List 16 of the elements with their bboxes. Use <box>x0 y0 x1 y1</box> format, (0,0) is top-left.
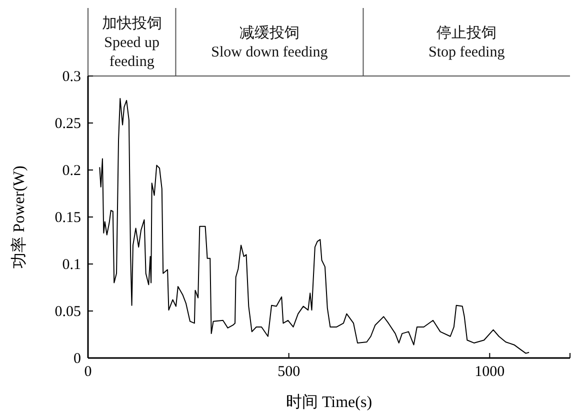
x-tick-label: 0 <box>84 364 92 380</box>
x-axis-title: 时间 Time(s) <box>286 393 372 411</box>
y-tick-label: 0.15 <box>54 210 81 226</box>
y-tick-label: 0.05 <box>54 304 81 320</box>
text: 减缓投饲 Slow down feeding <box>211 24 328 60</box>
text: 停止投饲 Stop feeding <box>428 24 506 60</box>
text: 加快投饲 Speed up feeding <box>102 14 162 70</box>
x-tick-label: 500 <box>278 364 300 380</box>
y-tick-label: 0.3 <box>62 69 81 85</box>
y-tick-label: 0.1 <box>62 257 81 273</box>
line-series <box>99 98 530 354</box>
y-tick-label: 0 <box>74 351 81 367</box>
y-axis-title: 功率 Power(W) <box>10 166 28 268</box>
x-tick-label: 1000 <box>474 364 505 380</box>
y-tick-label: 0.2 <box>62 163 81 179</box>
y-tick-label: 0.25 <box>54 116 81 132</box>
